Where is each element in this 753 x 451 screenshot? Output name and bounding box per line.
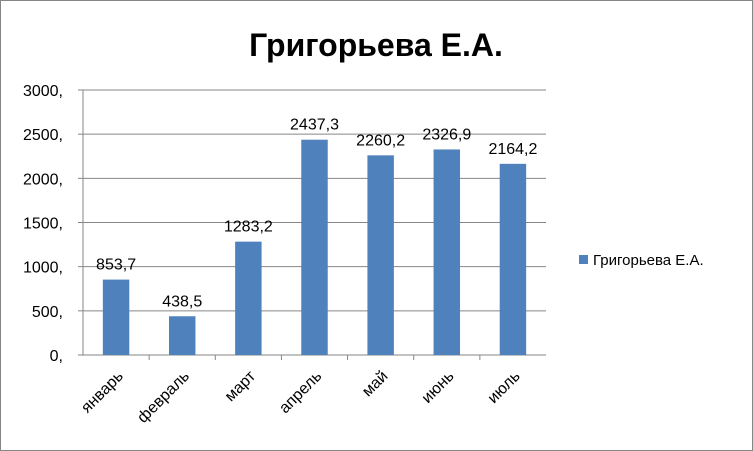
x-category-label: апрель	[276, 368, 325, 417]
data-label: 2260,2	[356, 132, 405, 149]
data-label: 2437,3	[290, 117, 339, 134]
chart-title: Григорьева Е.А.	[249, 27, 503, 63]
legend-swatch	[579, 255, 588, 264]
y-tick-label: 1000,	[23, 260, 63, 277]
y-tick-label: 1500,	[23, 216, 63, 233]
y-tick-label: 2000,	[23, 171, 63, 188]
x-category-label: июль	[485, 368, 524, 407]
y-tick-label: 0,	[50, 348, 63, 365]
data-labels: 853,7 438,5 1283,2 2437,3 2260,2 2326,9 2164,2	[96, 117, 537, 311]
data-label: 1283,2	[224, 219, 273, 236]
bars	[102, 139, 527, 355]
data-label: 2326,9	[422, 126, 471, 143]
x-category-label: июнь	[419, 368, 458, 407]
bar	[499, 163, 527, 355]
data-label: 438,5	[162, 293, 202, 310]
x-category-label: май	[359, 368, 391, 400]
x-category-label: март	[222, 367, 260, 405]
x-category-label: январь	[78, 368, 127, 417]
y-tick-label: 3000,	[23, 83, 63, 100]
y-tick-label: 500,	[32, 304, 63, 321]
bar	[235, 241, 262, 355]
x-category-label: февраль	[134, 368, 193, 427]
bar	[168, 316, 196, 355]
bar	[102, 279, 130, 355]
bar	[433, 149, 461, 355]
bar	[367, 155, 394, 355]
y-tick-label: 2500,	[23, 127, 63, 144]
bar	[301, 139, 328, 355]
data-label: 2164,2	[488, 141, 537, 158]
data-label: 853,7	[96, 257, 136, 274]
legend-label: Григорьева Е.А.	[593, 252, 704, 269]
legend: Григорьева Е.А.	[579, 252, 704, 269]
